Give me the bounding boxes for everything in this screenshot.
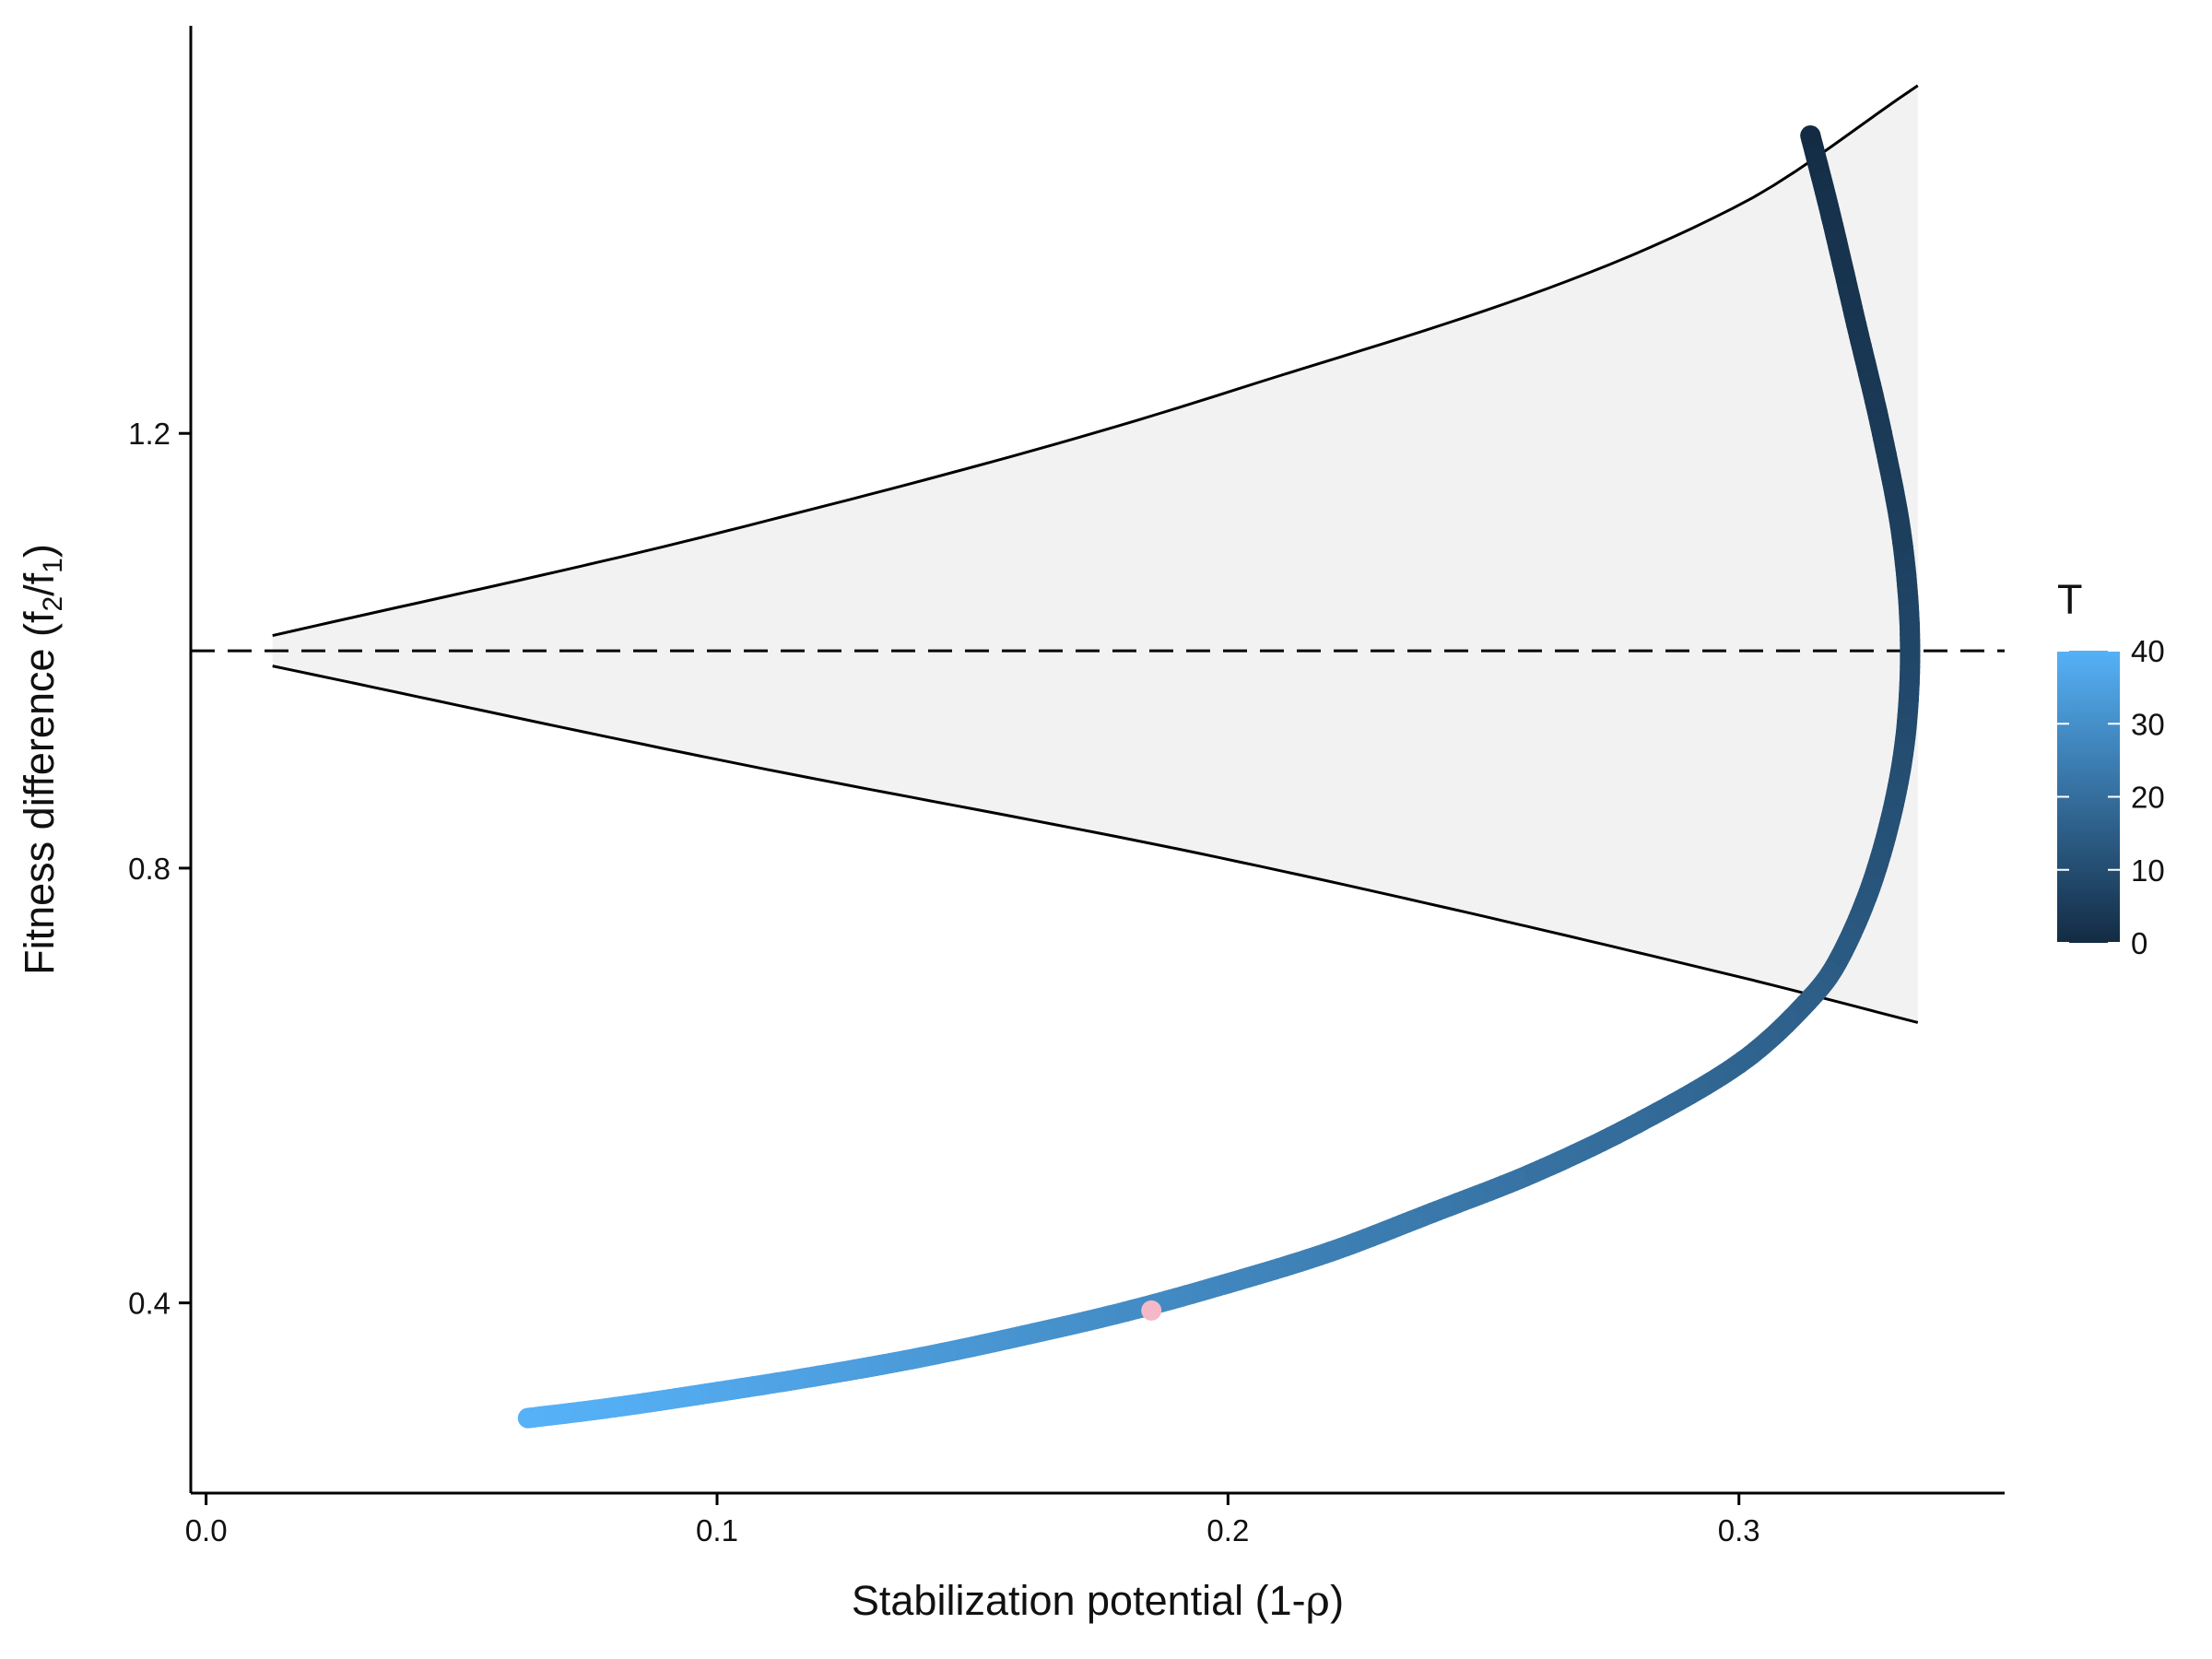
x-tick-label: 0.0: [185, 1513, 228, 1547]
data-point: [1846, 314, 1867, 335]
y-tick-label: 0.4: [128, 1287, 171, 1321]
data-point: [1820, 206, 1841, 227]
data-point: [1866, 857, 1888, 878]
x-tick-label: 0.3: [1718, 1513, 1760, 1547]
upper-boundary-line: [272, 84, 1919, 638]
data-point: [1900, 641, 1921, 662]
data-point: [1728, 1053, 1749, 1075]
y-axis-ticks: 0.4 0.8 1.2: [128, 417, 191, 1321]
legend-tick-label: 30: [2131, 707, 2165, 741]
data-point: [707, 1382, 727, 1403]
y-axis-title: Fitness difference (f2/f1): [16, 544, 68, 975]
axes: 0.0 0.1 0.2 0.3 0.4 0.8 1.2: [128, 26, 2005, 1547]
data-point: [1422, 1202, 1443, 1223]
plot-panel: [191, 84, 2005, 1429]
legend-ticks: 0 10 20 30 40: [2057, 634, 2165, 960]
legend-tick-label: 10: [2131, 853, 2165, 888]
legend-colorbar: T 0 10 20 30 40: [2057, 576, 2165, 960]
data-point: [911, 1347, 932, 1368]
data-point: [517, 1407, 538, 1429]
legend-tick-label: 40: [2131, 634, 2165, 668]
data-point: [1013, 1325, 1034, 1346]
legend-title: T: [2057, 576, 2083, 623]
x-axis-ticks: 0.0 0.1 0.2 0.3: [185, 1493, 1760, 1547]
data-point: [1830, 945, 1852, 966]
data-point: [1872, 423, 1892, 444]
data-point: [1892, 749, 1913, 770]
data-point: [808, 1365, 830, 1386]
highlight-point: [1141, 1300, 1162, 1321]
y-tick-label: 1.2: [128, 417, 171, 451]
coexistence-region: [272, 85, 1918, 1023]
legend-tick-label: 0: [2131, 926, 2147, 960]
x-axis-title: Stabilization potential (1-ρ): [852, 1576, 1344, 1625]
data-point: [1115, 1301, 1136, 1323]
x-tick-label: 0.1: [696, 1513, 738, 1547]
data-point: [1626, 1113, 1647, 1135]
series-t-curve: [517, 125, 1921, 1429]
y-tick-label: 0.8: [128, 852, 171, 886]
lower-boundary-line: [272, 665, 1919, 1024]
data-point: [1892, 532, 1913, 553]
data-point: [1524, 1162, 1545, 1183]
legend-tick-label: 20: [2131, 781, 2165, 815]
data-point: [1794, 994, 1816, 1015]
data-point: [1320, 1241, 1341, 1263]
x-tick-label: 0.2: [1206, 1513, 1249, 1547]
data-point: [1800, 125, 1821, 147]
data-point: [1218, 1273, 1239, 1294]
data-point: [605, 1396, 626, 1418]
